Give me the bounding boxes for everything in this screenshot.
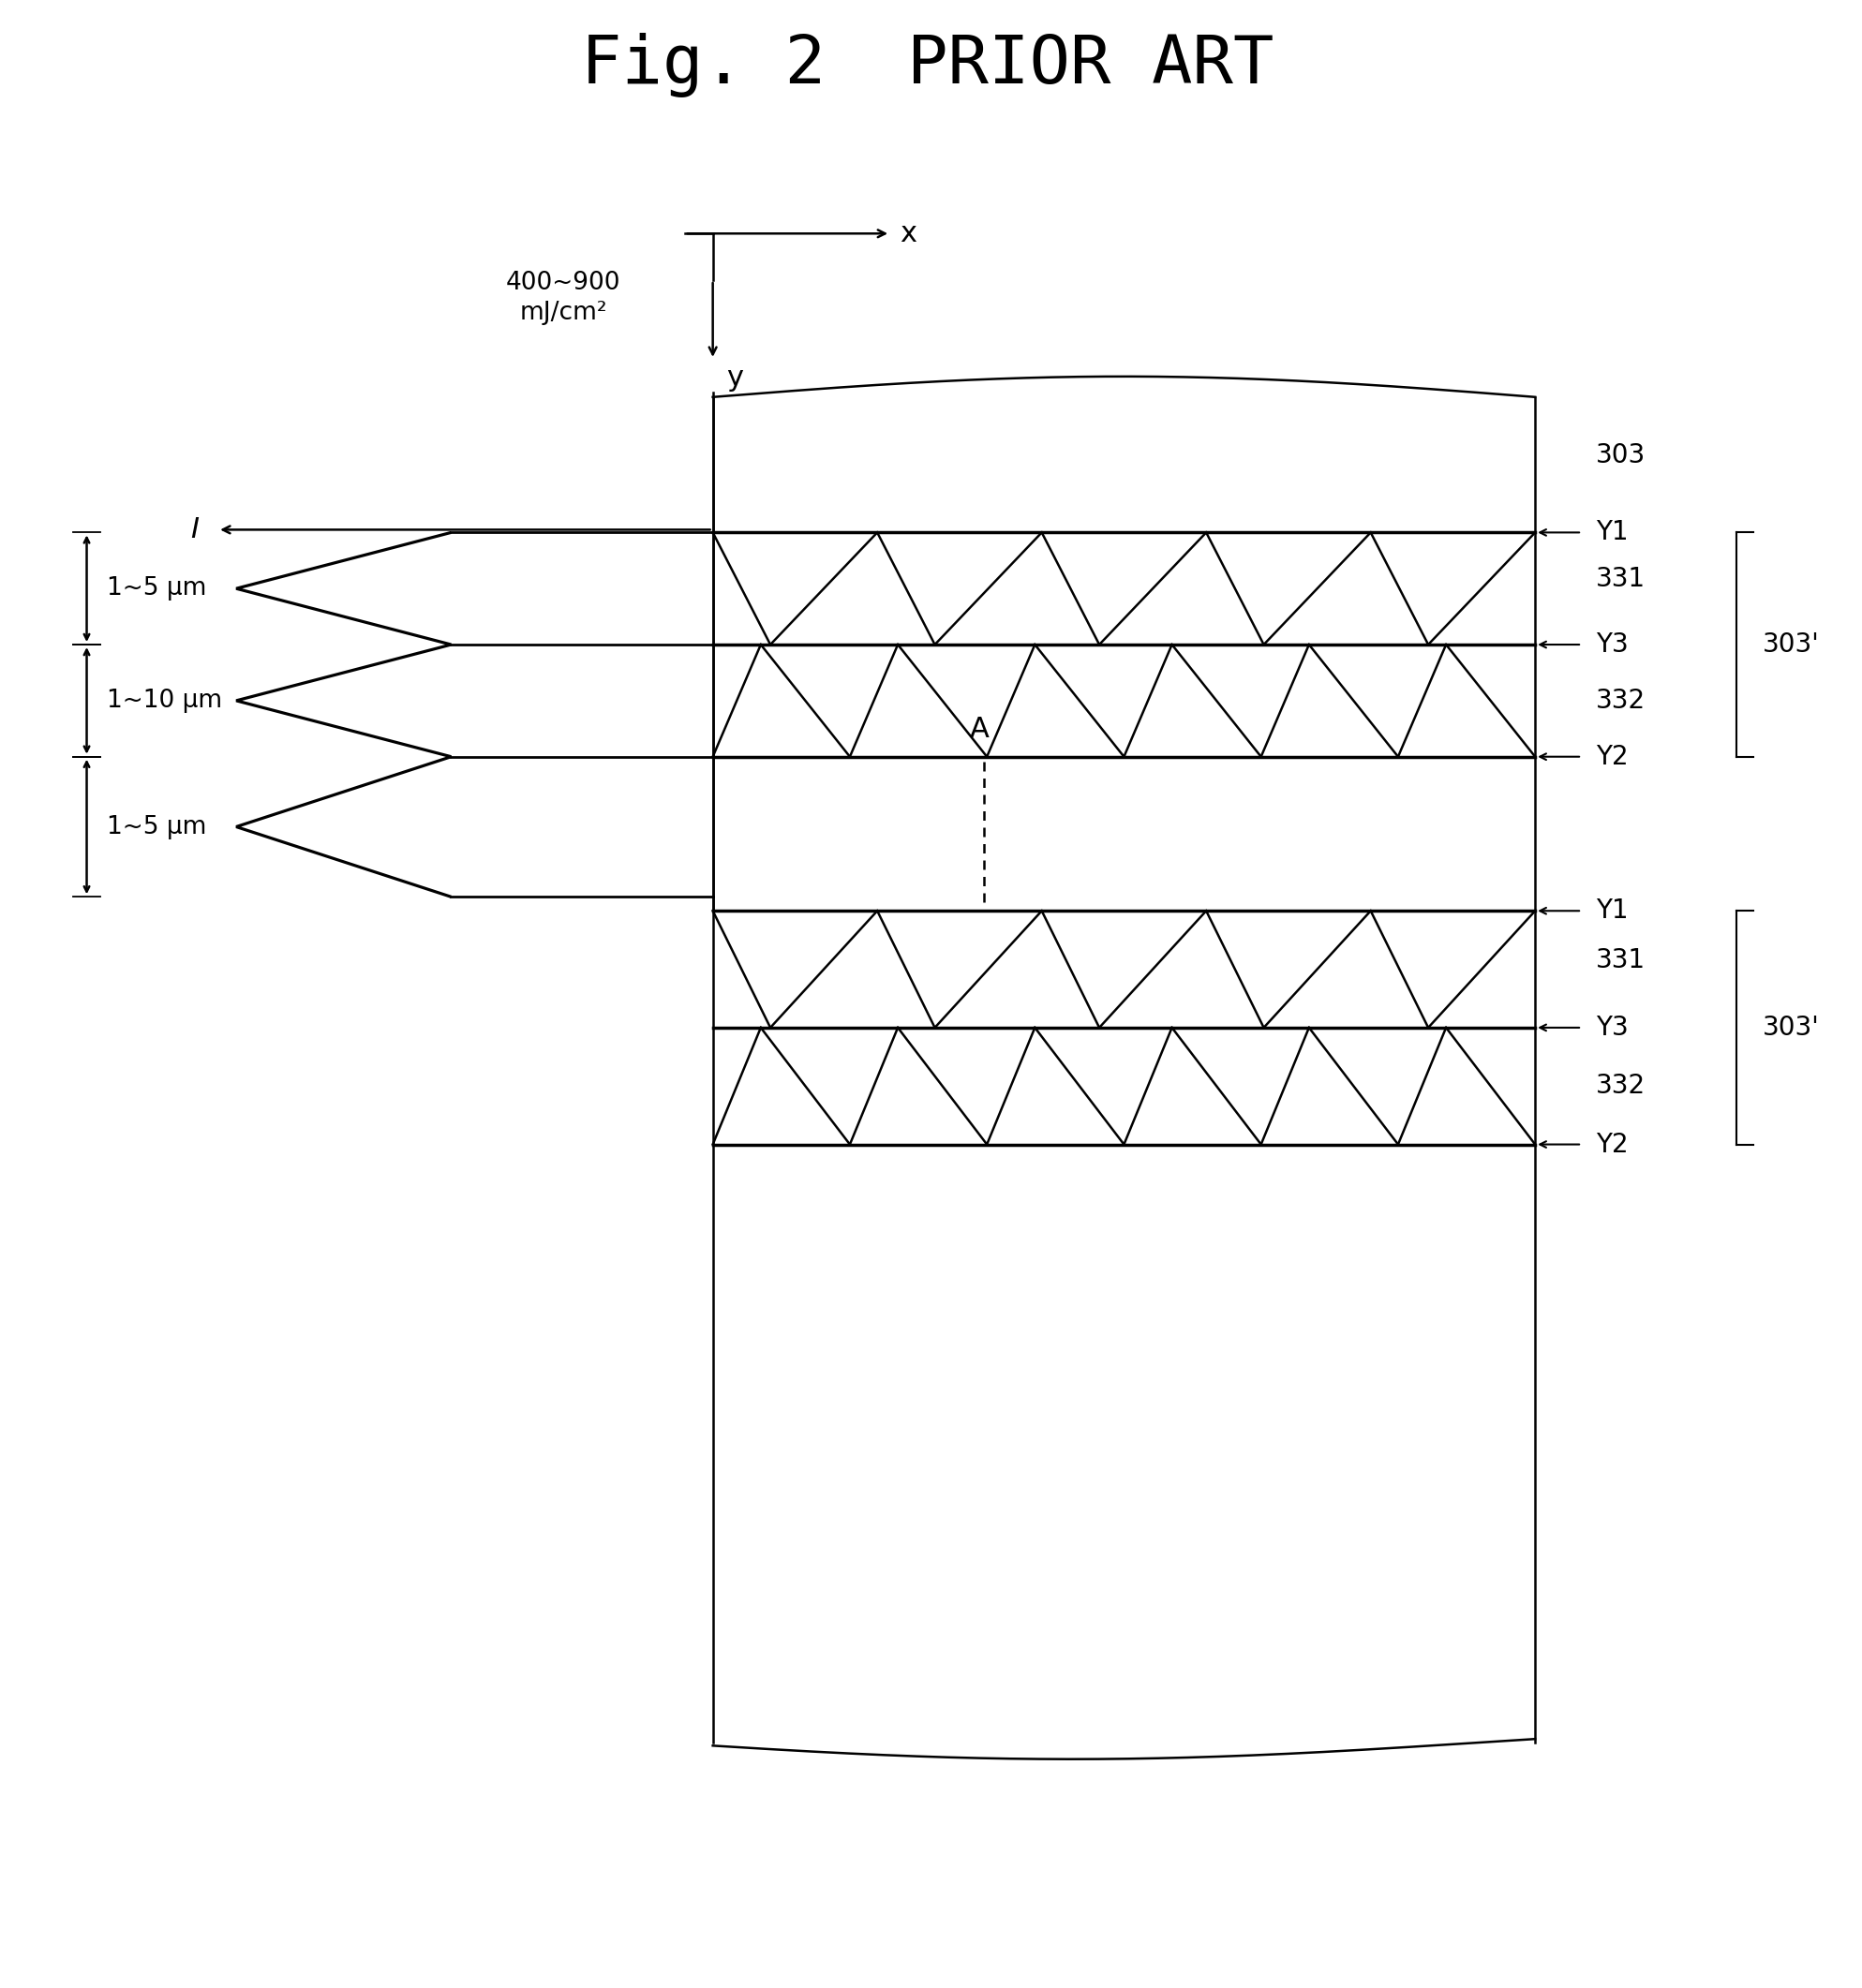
Text: Y1: Y1 bbox=[1596, 899, 1629, 924]
Text: Fig. 2  PRIOR ART: Fig. 2 PRIOR ART bbox=[581, 32, 1274, 97]
Text: 332: 332 bbox=[1596, 1074, 1646, 1099]
Text: Y2: Y2 bbox=[1596, 1131, 1629, 1157]
Text: x: x bbox=[899, 221, 916, 247]
Text: I: I bbox=[190, 517, 199, 543]
Text: y: y bbox=[726, 364, 743, 392]
Text: 331: 331 bbox=[1596, 567, 1646, 592]
Text: Y3: Y3 bbox=[1596, 632, 1629, 658]
Text: 331: 331 bbox=[1596, 946, 1646, 972]
Text: 400~900
mJ/cm²: 400~900 mJ/cm² bbox=[506, 270, 620, 326]
Text: A: A bbox=[970, 716, 989, 744]
Text: 303': 303' bbox=[1761, 1014, 1819, 1042]
Text: 303: 303 bbox=[1596, 441, 1646, 469]
Text: 303': 303' bbox=[1761, 632, 1819, 658]
Text: Y1: Y1 bbox=[1596, 519, 1629, 545]
Text: Y2: Y2 bbox=[1596, 744, 1629, 769]
Text: Y3: Y3 bbox=[1596, 1014, 1629, 1042]
Text: 1~10 μm: 1~10 μm bbox=[108, 688, 223, 714]
Text: 1~5 μm: 1~5 μm bbox=[108, 577, 207, 600]
Text: 332: 332 bbox=[1596, 688, 1646, 714]
Text: 1~5 μm: 1~5 μm bbox=[108, 815, 207, 839]
